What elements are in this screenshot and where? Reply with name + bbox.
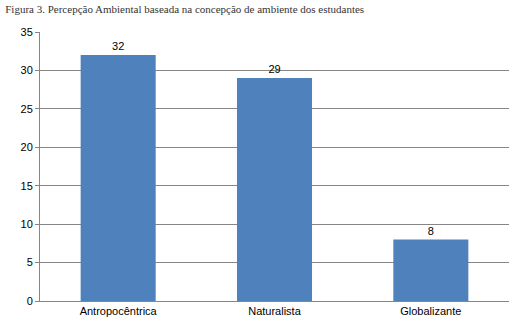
svg-text:29: 29 xyxy=(268,63,280,75)
svg-text:35: 35 xyxy=(21,26,33,38)
svg-text:10: 10 xyxy=(21,218,33,230)
svg-text:30: 30 xyxy=(21,64,33,76)
svg-text:20: 20 xyxy=(21,141,33,153)
svg-text:15: 15 xyxy=(21,180,33,192)
svg-text:32: 32 xyxy=(112,40,124,52)
svg-text:25: 25 xyxy=(21,103,33,115)
svg-text:0: 0 xyxy=(27,295,33,307)
svg-text:Figura 3. Percepção Ambiental: Figura 3. Percepção Ambiental baseada na… xyxy=(5,3,364,15)
svg-text:5: 5 xyxy=(27,256,33,268)
svg-text:Naturalista: Naturalista xyxy=(248,305,301,317)
svg-text:Antropocêntrica: Antropocêntrica xyxy=(80,305,158,317)
svg-text:Globalizante: Globalizante xyxy=(400,305,461,317)
svg-text:8: 8 xyxy=(428,225,434,237)
